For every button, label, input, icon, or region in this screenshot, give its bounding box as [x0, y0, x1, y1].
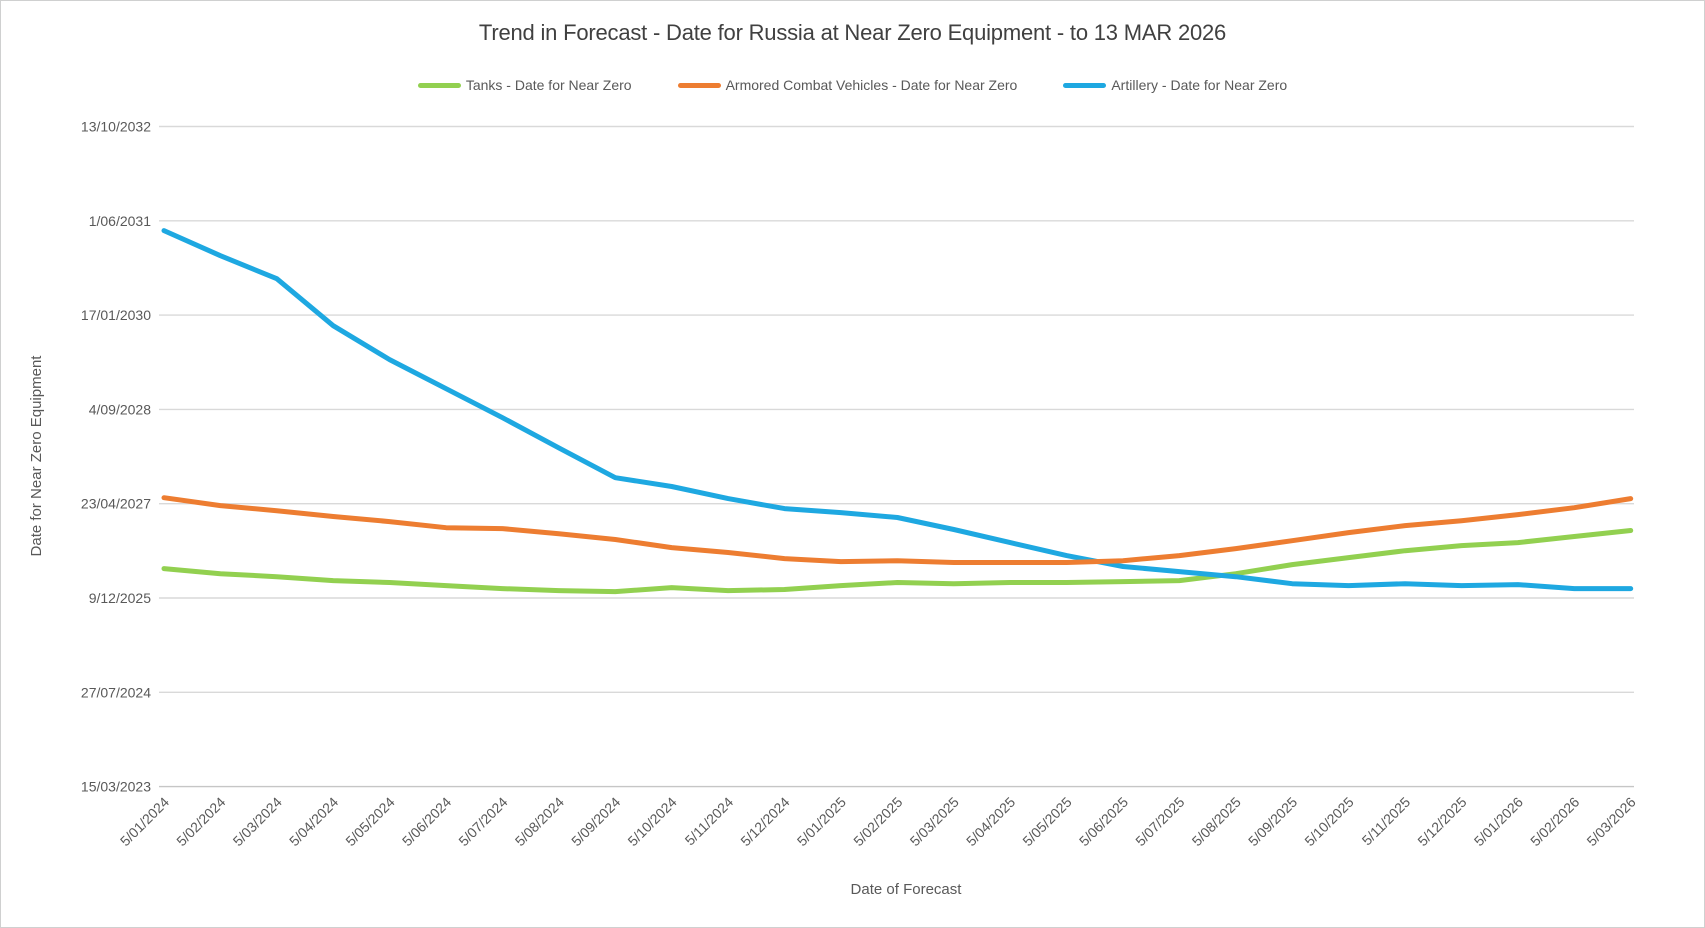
chart-legend: Tanks - Date for Near Zero Armored Comba…	[1, 77, 1704, 93]
y-tick-label: 1/06/2031	[89, 213, 151, 229]
series-line-tanks	[161, 528, 1634, 595]
x-tick-label: 5/03/2026	[1583, 794, 1639, 850]
legend-item-artillery: Artillery - Date for Near Zero	[1063, 77, 1287, 93]
series-line-artillery	[161, 228, 1634, 592]
legend-label-artillery: Artillery - Date for Near Zero	[1111, 77, 1288, 93]
x-tick-label: 5/11/2024	[682, 794, 737, 849]
x-tick-label: 5/04/2025	[963, 794, 1019, 850]
legend-swatch-armored-combat-vehicles	[677, 82, 721, 88]
x-tick-label: 5/06/2024	[399, 794, 455, 850]
x-tick-label: 5/02/2024	[173, 794, 229, 850]
y-axis-title: Date for Near Zero Equipment	[28, 355, 45, 557]
y-tick-label: 9/12/2025	[89, 590, 151, 606]
legend-item-armored-combat-vehicles: Armored Combat Vehicles - Date for Near …	[677, 77, 1018, 93]
legend-swatch-artillery	[1063, 82, 1107, 88]
x-tick-label: 5/07/2024	[455, 794, 511, 850]
y-tick-label: 15/03/2023	[81, 779, 151, 795]
x-tick-label: 5/05/2025	[1019, 794, 1075, 850]
x-tick-label: 5/01/2024	[117, 794, 173, 850]
legend-label-tanks: Tanks - Date for Near Zero	[465, 77, 632, 93]
y-tick-label: 13/10/2032	[81, 119, 151, 135]
y-tick-label: 27/07/2024	[81, 684, 151, 700]
y-tick-label: 4/09/2028	[89, 401, 151, 417]
legend-swatch-tanks	[417, 82, 461, 88]
x-tick-label: 5/11/2025	[1359, 794, 1414, 849]
legend-item-tanks: Tanks - Date for Near Zero	[417, 77, 632, 93]
x-tick-label: 5/09/2024	[568, 794, 624, 850]
x-tick-label: 5/03/2024	[230, 794, 286, 850]
x-tick-label: 5/10/2025	[1301, 794, 1357, 850]
y-tick-label: 17/01/2030	[81, 307, 151, 323]
x-tick-label: 5/09/2025	[1245, 794, 1301, 850]
x-tick-label: 5/06/2025	[1076, 794, 1132, 850]
x-tick-label: 5/01/2025	[794, 794, 850, 850]
x-axis-title: Date of Forecast	[851, 881, 963, 898]
x-tick-label: 5/02/2026	[1527, 794, 1583, 850]
x-tick-label: 5/02/2025	[850, 794, 906, 850]
x-tick-label: 5/07/2025	[1132, 794, 1188, 850]
x-tick-label: 5/01/2026	[1471, 794, 1527, 850]
x-tick-label: 5/08/2025	[1189, 794, 1245, 850]
y-tick-label: 23/04/2027	[81, 496, 151, 512]
series-line-armored-combat-vehicles	[161, 495, 1634, 565]
x-tick-label: 5/05/2024	[342, 794, 398, 850]
x-tick-label: 5/12/2025	[1414, 794, 1470, 850]
x-tick-label: 5/12/2024	[737, 794, 793, 850]
legend-label-armored-combat-vehicles: Armored Combat Vehicles - Date for Near …	[725, 77, 1018, 93]
x-tick-label: 5/04/2024	[286, 794, 342, 850]
x-tick-label: 5/10/2024	[624, 794, 680, 850]
chart-title: Trend in Forecast - Date for Russia at N…	[478, 20, 1227, 45]
x-tick-label: 5/08/2024	[512, 794, 568, 850]
x-tick-label: 5/03/2025	[907, 794, 963, 850]
